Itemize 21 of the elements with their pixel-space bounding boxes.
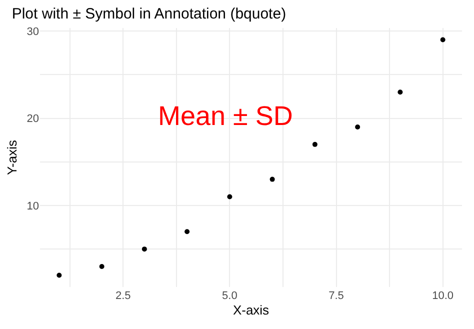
point <box>227 194 232 200</box>
y-tick-label: 10 <box>26 200 39 212</box>
y-tick-label: 20 <box>26 113 39 126</box>
point <box>312 142 318 147</box>
x-tick-label: 5.0 <box>222 290 238 302</box>
x-axis-title: X-axis <box>232 302 270 318</box>
y-axis-title: Y-axis <box>4 140 20 175</box>
x-tick-label: 2.5 <box>115 290 131 302</box>
point <box>440 37 446 42</box>
point <box>142 246 147 252</box>
point <box>270 176 275 182</box>
point <box>398 90 403 95</box>
chart-title: Plot with ± Symbol in Annotation (bquote) <box>12 6 286 23</box>
point <box>99 264 104 270</box>
point <box>56 272 62 278</box>
point <box>355 124 360 130</box>
annotation: Mean ± SD <box>158 101 293 131</box>
point <box>184 229 190 234</box>
x-tick-label: 10.0 <box>432 290 454 302</box>
x-tick-label: 7.5 <box>328 290 344 302</box>
y-tick-label: 30 <box>26 26 39 38</box>
